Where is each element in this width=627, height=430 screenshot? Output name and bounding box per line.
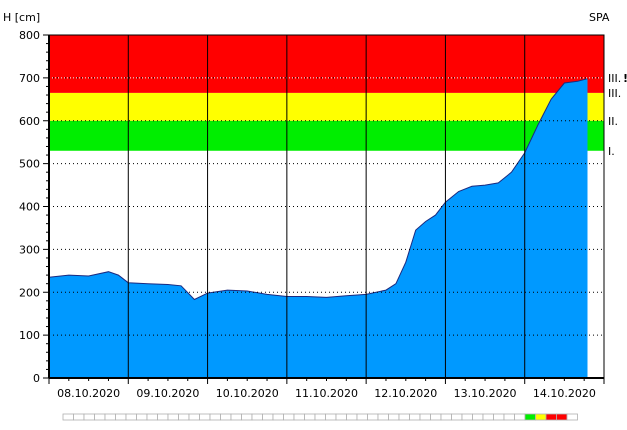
x-tick-labels: 08.10.2020 09.10.2020 10.10.2020 11.10.2020… bbox=[57, 387, 596, 400]
water-level-area bbox=[49, 78, 588, 378]
strip-cell-10 bbox=[157, 413, 169, 421]
band-label-3: III. bbox=[608, 87, 621, 100]
strip-cell-11 bbox=[167, 413, 179, 421]
strip-cell-19 bbox=[251, 413, 263, 421]
strip-cell-47 bbox=[545, 413, 557, 421]
y-axis-label: H [cm] bbox=[3, 11, 40, 24]
band-label-1: I. bbox=[608, 145, 615, 158]
strip-cell-30 bbox=[367, 413, 379, 421]
strip-cell-16 bbox=[220, 413, 232, 421]
strip-cell-2 bbox=[73, 413, 85, 421]
x-day-label-6: 13.10.2020 bbox=[454, 387, 517, 400]
strip-cell-32 bbox=[388, 413, 400, 421]
strip-cell-35 bbox=[419, 413, 431, 421]
band-labels: I. II. III. III.! bbox=[608, 72, 627, 158]
strip-cell-25 bbox=[314, 413, 326, 421]
y-tick-label-600: 600 bbox=[19, 115, 40, 128]
strip-cell-4 bbox=[94, 413, 106, 421]
strip-cell-15 bbox=[209, 413, 221, 421]
strip-cell-21 bbox=[272, 413, 284, 421]
strip-cell-39 bbox=[461, 413, 473, 421]
strip-cell-38 bbox=[451, 413, 463, 421]
band-1 bbox=[49, 120, 604, 151]
strip-cell-18 bbox=[241, 413, 253, 421]
station-code: SPA bbox=[589, 11, 610, 24]
strip-cell-8 bbox=[136, 413, 148, 421]
strip-cell-41 bbox=[482, 413, 494, 421]
axes bbox=[43, 34, 605, 384]
strip-cell-27 bbox=[335, 413, 347, 421]
band-label-2: II. bbox=[608, 115, 618, 128]
y-tick-label-200: 200 bbox=[19, 286, 40, 299]
strip-cell-9 bbox=[146, 413, 158, 421]
strip-cell-14 bbox=[199, 413, 211, 421]
x-day-label-4: 11.10.2020 bbox=[295, 387, 358, 400]
day-dividers bbox=[127, 35, 526, 378]
extreme-level-label: III. bbox=[608, 72, 621, 85]
y-tick-label-0: 0 bbox=[33, 372, 40, 385]
strip-cell-34 bbox=[409, 413, 421, 421]
strip-cell-26 bbox=[325, 413, 337, 421]
strip-cell-29 bbox=[356, 413, 368, 421]
strip-cell-45 bbox=[524, 413, 536, 421]
strip-cell-5 bbox=[104, 413, 116, 421]
strip-cell-42 bbox=[493, 413, 505, 421]
strip-cell-1 bbox=[62, 413, 74, 421]
y-tick-labels: 0 100 200 300 400 500 600 700 800 bbox=[19, 29, 40, 385]
strip-cell-24 bbox=[304, 413, 316, 421]
strip-cell-33 bbox=[398, 413, 410, 421]
strip-cell-28 bbox=[346, 413, 358, 421]
y-tick-label-400: 400 bbox=[19, 201, 40, 214]
x-day-label-5: 12.10.2020 bbox=[374, 387, 437, 400]
y-tick-label-500: 500 bbox=[19, 158, 40, 171]
y-tick-label-800: 800 bbox=[19, 29, 40, 42]
x-day-label-1: 08.10.2020 bbox=[57, 387, 120, 400]
y-tick-label-100: 100 bbox=[19, 329, 40, 342]
strip-cell-48 bbox=[556, 413, 568, 421]
x-day-label-3: 10.10.2020 bbox=[216, 387, 279, 400]
strip-cell-46 bbox=[535, 413, 547, 421]
band-3 bbox=[49, 35, 604, 93]
band-2 bbox=[49, 92, 604, 121]
strip-cell-22 bbox=[283, 413, 295, 421]
strip-cell-20 bbox=[262, 413, 274, 421]
strip-cell-44 bbox=[514, 413, 526, 421]
strip-cell-17 bbox=[230, 413, 242, 421]
warning-bands bbox=[49, 35, 604, 151]
strip-cell-3 bbox=[83, 413, 95, 421]
extreme-level-flag: ! bbox=[623, 72, 627, 85]
x-day-label-7: 14.10.2020 bbox=[533, 387, 596, 400]
y-tick-label-300: 300 bbox=[19, 243, 40, 256]
strip-cell-43 bbox=[503, 413, 515, 421]
y-tick-label-700: 700 bbox=[19, 72, 40, 85]
strip-cell-23 bbox=[293, 413, 305, 421]
strip-cell-31 bbox=[377, 413, 389, 421]
time-strip[interactable] bbox=[62, 413, 578, 421]
horizontal-gridlines bbox=[49, 77, 604, 336]
strip-cell-6 bbox=[115, 413, 127, 421]
strip-cell-37 bbox=[440, 413, 452, 421]
strip-cell-12 bbox=[178, 413, 190, 421]
strip-cell-13 bbox=[188, 413, 200, 421]
strip-cell-36 bbox=[430, 413, 442, 421]
strip-cell-49 bbox=[566, 413, 578, 421]
x-day-label-2: 09.10.2020 bbox=[136, 387, 199, 400]
strip-cell-7 bbox=[125, 413, 137, 421]
strip-cell-40 bbox=[472, 413, 484, 421]
